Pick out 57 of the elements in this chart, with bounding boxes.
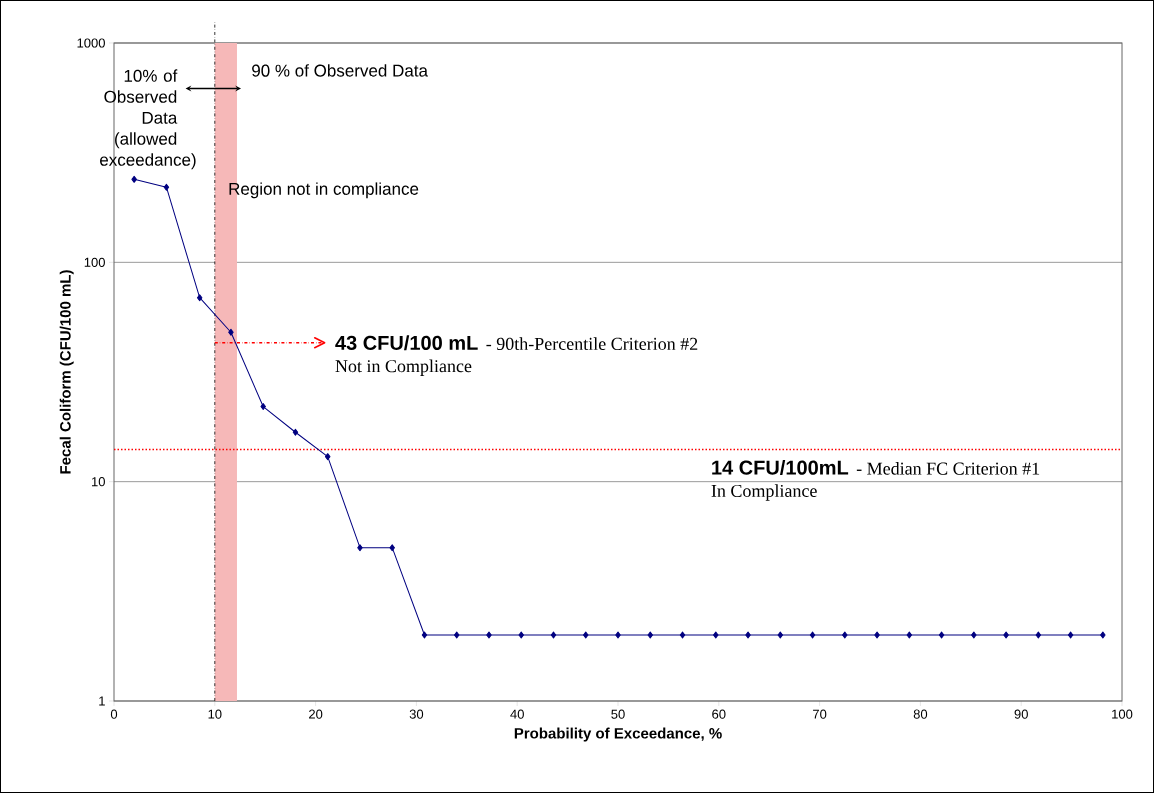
point <box>260 403 266 411</box>
x-tick-label: 50 <box>611 709 625 719</box>
annotation: - 90th-Percentile Criterion #2 <box>486 337 698 350</box>
x-tick-label: 60 <box>712 709 726 719</box>
point <box>842 631 848 639</box>
point <box>1003 631 1009 639</box>
point <box>679 631 686 639</box>
annotation: 10% of Observed Data (allowed exceedance) <box>100 69 196 170</box>
point <box>906 631 913 639</box>
point <box>874 631 880 639</box>
point <box>647 631 654 639</box>
point <box>938 631 945 639</box>
point <box>292 428 299 436</box>
x-tick-label: 30 <box>409 709 424 719</box>
x-tick-label: 100 <box>1112 709 1133 719</box>
point <box>228 328 234 336</box>
x-tick-label: 0 <box>110 709 118 719</box>
x-tick-label: 40 <box>510 709 524 719</box>
x-tick-label: 70 <box>813 709 827 719</box>
y-tick-label: 1000 <box>77 38 105 48</box>
point <box>809 631 816 639</box>
point <box>389 544 395 552</box>
point <box>486 631 492 639</box>
point <box>971 631 977 639</box>
point <box>131 175 137 183</box>
ref-line-label: 43 CFU/100 mL <box>335 335 478 351</box>
x-tick-label: 20 <box>309 709 323 719</box>
x-tick-label: 90 <box>1014 709 1028 719</box>
ref-line-label: 14 CFU/100mL <box>712 460 849 475</box>
point <box>1035 631 1042 639</box>
band-label: Region not in compliance <box>229 182 419 199</box>
point <box>518 631 524 639</box>
point <box>421 631 428 639</box>
annotation: - Median FC Criterion #1 <box>856 462 1040 475</box>
point <box>357 544 363 552</box>
point <box>1067 631 1074 639</box>
x-tick-label: 10 <box>208 709 222 719</box>
y-tick-label: 100 <box>84 257 105 267</box>
point <box>713 631 719 639</box>
point <box>745 631 751 639</box>
point <box>583 631 589 639</box>
y-axis-title: Fecal Coliform (CFU/100 mL) <box>59 270 74 474</box>
point <box>615 631 621 639</box>
point <box>777 631 784 639</box>
point <box>550 631 557 639</box>
annotation: In Compliance <box>711 484 817 501</box>
point <box>324 453 331 461</box>
point <box>163 183 170 191</box>
x-tick-label: 80 <box>913 709 928 719</box>
point <box>196 294 203 302</box>
annotation: Not in Compliance <box>335 359 472 376</box>
y-tick-label: 10 <box>92 477 105 487</box>
point <box>453 631 460 639</box>
annotation: 90 % of Observed Data <box>252 64 428 77</box>
x-axis-title: Probability of Exceedance, % <box>514 727 722 742</box>
point <box>1100 631 1106 639</box>
y-tick-label: 1 <box>99 696 105 706</box>
